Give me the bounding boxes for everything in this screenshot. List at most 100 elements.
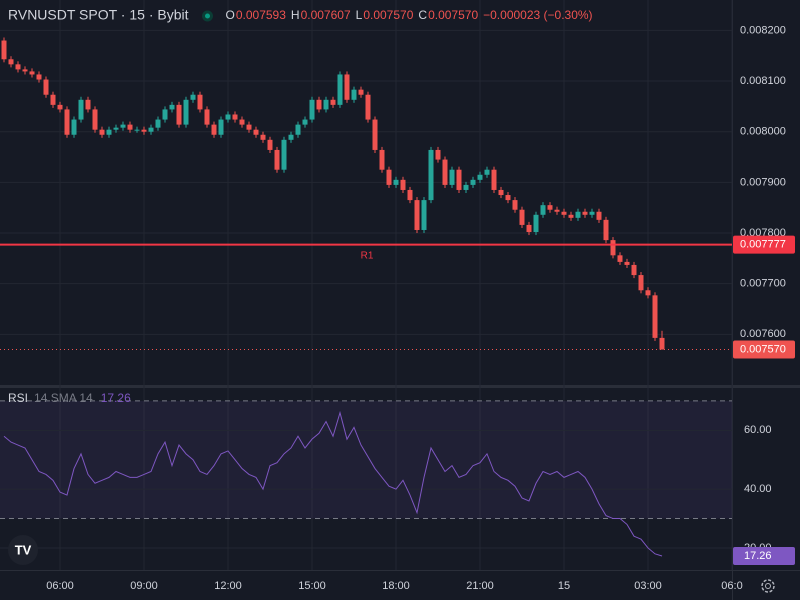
candle-body: [211, 124, 217, 135]
y-tick-label: 0.008100: [740, 75, 786, 87]
candle-body: [162, 109, 168, 120]
candle-body: [554, 209, 560, 212]
candle-body: [435, 149, 441, 160]
candle-body: [190, 94, 196, 100]
candle-body: [568, 214, 574, 218]
candle-body: [358, 89, 364, 95]
candle-body: [99, 129, 105, 135]
candle-body: [540, 205, 546, 215]
candle-body: [449, 169, 455, 185]
x-tick-label: 18:00: [382, 580, 410, 592]
header-h: 0.007607: [301, 8, 351, 22]
candle-body: [260, 134, 266, 140]
candle-body: [610, 240, 616, 256]
candle-body: [477, 174, 483, 180]
header-c-label: C: [418, 8, 427, 22]
candle-body: [372, 119, 378, 150]
candle-body: [232, 114, 238, 120]
candle-body: [295, 124, 301, 135]
y-tick-label: 0.007900: [740, 176, 786, 188]
candle-body: [281, 139, 287, 170]
candle-body: [141, 129, 147, 132]
x-tick-label: 15: [558, 580, 570, 592]
candle-body: [533, 214, 539, 233]
candle-body: [43, 79, 49, 95]
candle-body: [316, 99, 322, 110]
y-tick-label: 0.007600: [740, 328, 786, 340]
candle-body: [134, 129, 140, 131]
candle-body: [50, 94, 56, 105]
y-tick-label: 0.008000: [740, 126, 786, 138]
candle-body: [155, 119, 161, 128]
plot: [0, 37, 732, 557]
candle-body: [379, 149, 385, 170]
candle-body: [624, 261, 630, 265]
candle-body: [512, 200, 518, 210]
candle-body: [351, 89, 357, 100]
status-dot: [202, 10, 213, 22]
candle-body: [575, 211, 581, 218]
x-tick-label: 15:00: [298, 580, 326, 592]
candle-body: [36, 74, 42, 80]
candle-body: [519, 209, 525, 225]
header-change: −0.000023 (−0.30%): [483, 8, 592, 22]
settings-icon[interactable]: [761, 579, 775, 593]
candle-body: [652, 295, 658, 338]
x-tick-label: 06:00: [46, 580, 74, 592]
candle-body: [617, 255, 623, 262]
candle-body: [197, 94, 203, 110]
candle-body: [407, 189, 413, 201]
candle-body: [659, 337, 665, 350]
header-o: 0.007593: [236, 8, 286, 22]
candle-body: [15, 64, 21, 70]
legend-name: RSI: [8, 391, 28, 405]
legend-params: 14 SMA 14: [34, 391, 93, 405]
y-tick-label: 0.007700: [740, 278, 786, 290]
candle-body: [253, 129, 259, 135]
x-tick-label: 06:0: [721, 580, 742, 592]
candle-body: [218, 119, 224, 135]
candle-body: [344, 74, 350, 100]
rsi-value-label: 17.26: [744, 550, 772, 562]
header-o-label: O: [226, 8, 235, 22]
candle-body: [246, 124, 252, 130]
candle-body: [288, 134, 294, 140]
candle-body: [631, 264, 637, 276]
y-tick-label: 60.00: [744, 424, 772, 436]
candle-body: [421, 200, 427, 230]
candle-body: [29, 71, 35, 75]
candle-body: [561, 211, 567, 215]
candle-body: [92, 109, 98, 130]
candle-body: [78, 99, 84, 120]
header-l-label: L: [356, 8, 363, 22]
candle-body: [365, 94, 371, 120]
last-price-box: [733, 340, 795, 359]
level-price-label: 0.007777: [740, 239, 786, 251]
candle-body: [302, 119, 308, 125]
candle-body: [204, 109, 210, 125]
candle-body: [183, 99, 189, 125]
candle-body: [428, 149, 434, 201]
candle-body: [484, 169, 490, 175]
candle-body: [456, 169, 462, 190]
candle-body: [8, 59, 14, 65]
candle-body: [386, 169, 392, 185]
candle-body: [113, 127, 119, 130]
candle-body: [393, 179, 399, 185]
candle-body: [442, 159, 448, 185]
candle-body: [596, 211, 602, 220]
header-l: 0.007570: [363, 8, 413, 22]
candle-body: [638, 275, 644, 291]
labels: RVNUSDT SPOT · 15 · Bybit O 0.007593 H 0.007…: [8, 7, 795, 592]
svg-text:TV: TV: [15, 542, 32, 557]
candle-body: [463, 184, 469, 190]
x-tick-label: 21:00: [466, 580, 494, 592]
candle-body: [582, 211, 588, 215]
logo: TV: [8, 535, 38, 565]
candle-body: [491, 169, 497, 190]
candle-body: [1, 40, 7, 60]
candle-body: [547, 205, 553, 210]
y-tick-label: 0.008200: [740, 24, 786, 36]
